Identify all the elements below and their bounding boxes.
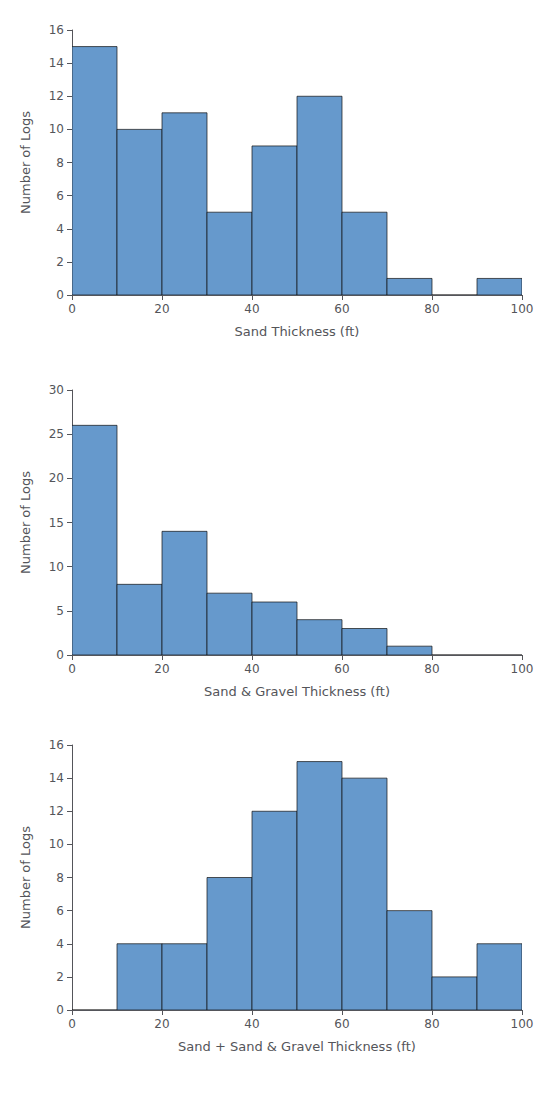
svg-text:14: 14: [49, 56, 64, 70]
svg-text:60: 60: [334, 1017, 349, 1031]
svg-text:Sand Thickness (ft): Sand Thickness (ft): [235, 324, 360, 339]
svg-text:Number of Logs: Number of Logs: [18, 111, 33, 214]
svg-text:2: 2: [56, 970, 64, 984]
svg-text:16: 16: [49, 738, 64, 752]
svg-text:15: 15: [49, 516, 64, 530]
svg-text:8: 8: [56, 156, 64, 170]
svg-text:80: 80: [424, 662, 439, 676]
svg-text:60: 60: [334, 302, 349, 316]
svg-text:Number of Logs: Number of Logs: [18, 471, 33, 574]
svg-text:100: 100: [511, 662, 534, 676]
svg-text:40: 40: [244, 1017, 259, 1031]
svg-text:0: 0: [68, 662, 76, 676]
svg-text:40: 40: [244, 302, 259, 316]
svg-text:10: 10: [49, 122, 64, 136]
svg-text:6: 6: [56, 904, 64, 918]
svg-text:20: 20: [154, 1017, 169, 1031]
svg-text:0: 0: [68, 1017, 76, 1031]
svg-text:Sand & Gravel Thickness (ft): Sand & Gravel Thickness (ft): [204, 684, 390, 699]
svg-text:Number of Logs: Number of Logs: [18, 826, 33, 929]
svg-text:0: 0: [56, 1003, 64, 1017]
svg-text:40: 40: [244, 662, 259, 676]
svg-text:0: 0: [56, 288, 64, 302]
svg-text:80: 80: [424, 302, 439, 316]
svg-text:4: 4: [56, 937, 64, 951]
svg-text:80: 80: [424, 1017, 439, 1031]
svg-text:100: 100: [511, 1017, 534, 1031]
svg-text:16: 16: [49, 23, 64, 37]
svg-text:10: 10: [49, 560, 64, 574]
svg-text:12: 12: [49, 89, 64, 103]
svg-text:100: 100: [511, 302, 534, 316]
svg-text:20: 20: [154, 662, 169, 676]
svg-text:8: 8: [56, 871, 64, 885]
svg-text:20: 20: [154, 302, 169, 316]
svg-text:6: 6: [56, 189, 64, 203]
svg-text:0: 0: [68, 302, 76, 316]
svg-text:2: 2: [56, 255, 64, 269]
svg-text:60: 60: [334, 662, 349, 676]
svg-text:12: 12: [49, 804, 64, 818]
svg-text:30: 30: [49, 383, 64, 397]
svg-text:Sand + Sand & Gravel Thickness: Sand + Sand & Gravel Thickness (ft): [178, 1039, 416, 1054]
svg-text:14: 14: [49, 771, 64, 785]
svg-text:5: 5: [56, 604, 64, 618]
svg-text:20: 20: [49, 471, 64, 485]
svg-text:0: 0: [56, 648, 64, 662]
svg-text:10: 10: [49, 837, 64, 851]
svg-text:25: 25: [49, 427, 64, 441]
svg-text:4: 4: [56, 222, 64, 236]
